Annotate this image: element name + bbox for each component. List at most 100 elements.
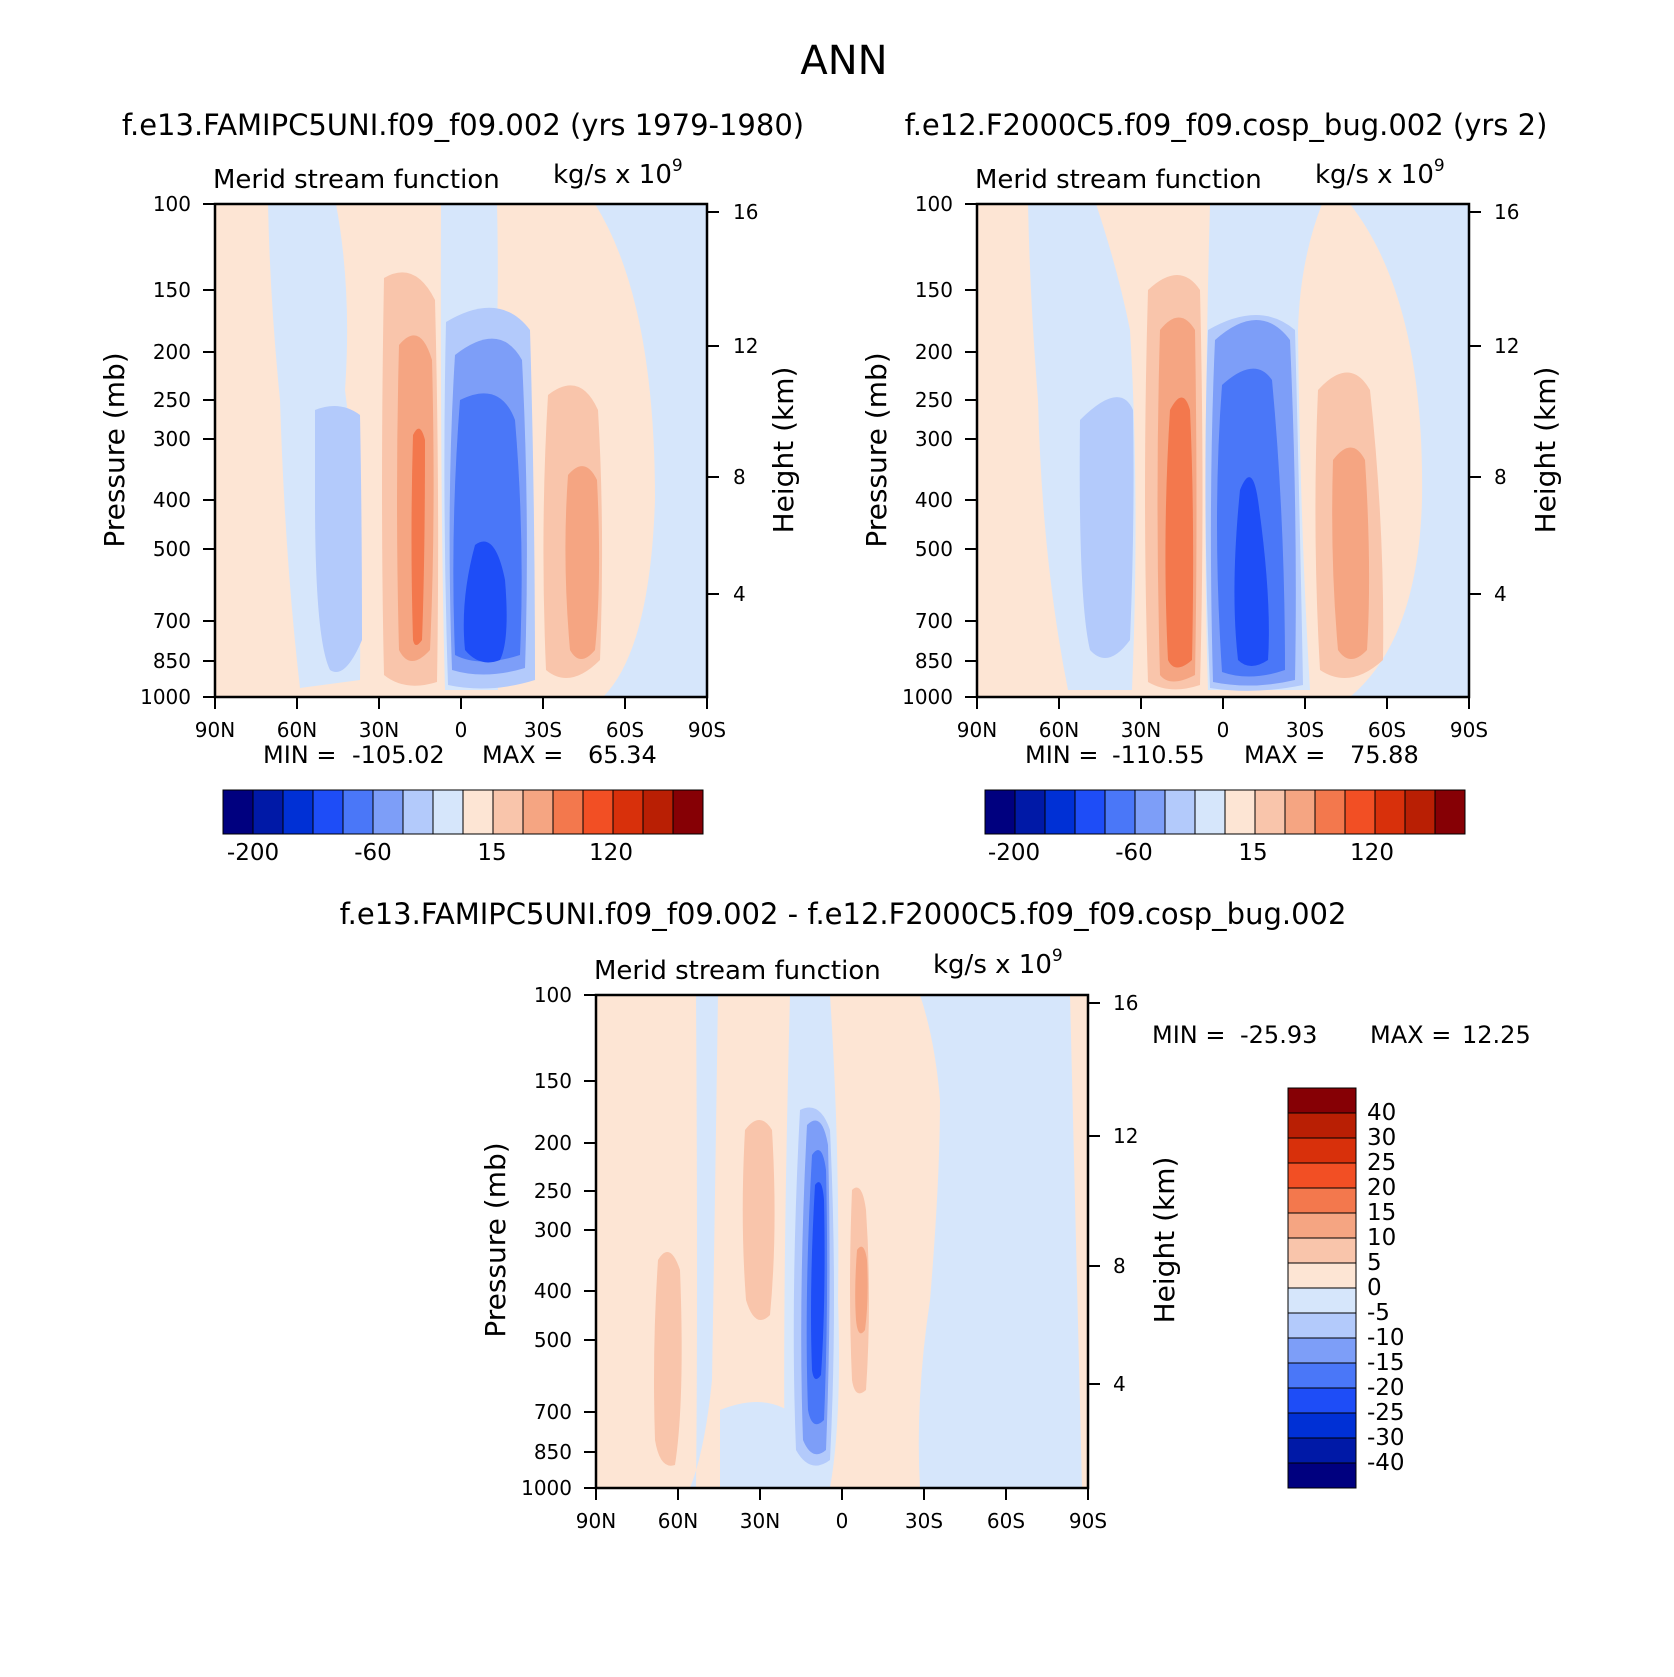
panel-a-plot-label: Merid stream function — [213, 165, 500, 195]
panel-b-cb-label: -200 — [988, 840, 1040, 866]
panel-b-colorbar-swatch — [1104, 789, 1136, 835]
panel-c-cb-label: 20 — [1367, 1175, 1396, 1201]
panel-c-band-neg-3 — [918, 995, 1082, 1488]
panel-a-y2tick: 16 — [733, 200, 758, 224]
panel-a-ytick: 100 — [153, 192, 191, 216]
panel-c-minmax: MIN = -25.93 MAX = 12.25 — [1152, 1021, 1531, 1049]
panel-b-colorbar: -200 -60 15 120 — [984, 789, 1466, 866]
panel-a-cell-neg-north — [315, 406, 362, 672]
panel-a-colorbar: -200 -60 15 120 — [222, 789, 704, 866]
panel-a-colorbar-swatch — [522, 789, 554, 835]
panel-c-colorbar-swatch — [1287, 1287, 1357, 1314]
panel-c-cb-label: -40 — [1367, 1450, 1405, 1476]
panel-a-ytick: 1000 — [140, 685, 191, 709]
panel-b-colorbar-swatch — [1074, 789, 1106, 835]
panel-b-xtick: 90S — [1450, 718, 1488, 742]
panel-b-colorbar-swatch — [1194, 789, 1226, 835]
panel-c-band-neg-1 — [690, 995, 718, 1488]
panel-a-xaxis: 90N 60N 30N 0 30S 60S 90S — [195, 697, 726, 742]
panel-c-xtick: 90S — [1069, 1509, 1107, 1533]
panel-c-cb-label: -20 — [1367, 1375, 1405, 1401]
panel-c-colorbar-swatch — [1287, 1212, 1357, 1239]
panel-b-band-neg-south — [1350, 204, 1469, 697]
panel-b-xtick: 30S — [1286, 718, 1324, 742]
panel-a-xtick: 0 — [455, 718, 468, 742]
panel-a-colorbar-swatch — [312, 789, 344, 835]
panel-b-colorbar-swatch — [1314, 789, 1346, 835]
panel-a-colorbar-swatches — [222, 789, 704, 835]
panel-b-minmax: MIN = -110.55 MAX = 75.88 — [1025, 741, 1419, 769]
panel-b-cb-label: -60 — [1115, 840, 1153, 866]
panel-c-ytick: 300 — [534, 1218, 572, 1242]
panel-a-xtick: 90N — [195, 718, 235, 742]
panel-b-colorbar-swatch — [1404, 789, 1436, 835]
panel-b-ytick: 400 — [915, 488, 953, 512]
panel-a-ytick: 400 — [153, 488, 191, 512]
panel-c-contours — [596, 995, 1088, 1488]
panel-c-cell-pos-4 — [855, 1246, 868, 1334]
panel-b-ytick: 150 — [915, 278, 953, 302]
panel-b-cell-neg-hadley-4 — [1234, 477, 1269, 666]
panel-c-ytick: 700 — [534, 1400, 572, 1424]
panel-c-colorbar-swatch — [1287, 1262, 1357, 1289]
panel-b-y2tick: 12 — [1494, 334, 1519, 358]
panel-b-ytick: 300 — [915, 427, 953, 451]
panel-c-ylabel-right: Height (km) — [1148, 1157, 1181, 1324]
panel-c-cb-label: 25 — [1367, 1150, 1396, 1176]
panel-c-y2tick: 12 — [1113, 1124, 1138, 1148]
panel-a-colorbar-swatch — [642, 789, 674, 835]
panel-b-ytick: 200 — [915, 340, 953, 364]
panel-c-yaxis-left: 100 150 200 250 300 400 500 700 850 1000… — [479, 983, 596, 1500]
panel-b-ylabel: Pressure (mb) — [860, 352, 893, 547]
panel-c-ytick: 1000 — [521, 1476, 572, 1500]
panel-a-ylabel-right: Height (km) — [767, 367, 800, 534]
panel-c-ytick: 150 — [534, 1069, 572, 1093]
panel-a-ytick: 250 — [153, 388, 191, 412]
panel-b-colorbar-swatch — [1164, 789, 1196, 835]
panel-b-cell-neg-north — [1079, 397, 1134, 658]
panel-c-colorbar-swatch — [1287, 1137, 1357, 1164]
panel-c-colorbar-swatch — [1287, 1312, 1357, 1339]
panel-a-min-value: -105.02 — [352, 741, 445, 769]
panel-c-cb-label: -5 — [1367, 1300, 1390, 1326]
panel-b-cell-pos-hadley-3 — [1165, 397, 1194, 668]
panel-b-y2tick: 4 — [1494, 582, 1507, 606]
panel-c-colorbar-swatch — [1287, 1087, 1357, 1114]
panel-c-cb-label: -10 — [1367, 1325, 1405, 1351]
panel-b-ytick: 850 — [915, 649, 953, 673]
panel-c-xaxis: 90N 60N 30N 0 30S 60S 90S — [576, 1488, 1107, 1533]
panel-c-band-neg-4 — [720, 1402, 800, 1488]
panel-a-y2tick: 12 — [733, 334, 758, 358]
panel-a-y2tick: 8 — [733, 465, 746, 489]
panel-c-max-value: 12.25 — [1462, 1021, 1531, 1049]
panel-c-case-title: f.e13.FAMIPC5UNI.f09_f09.002 - f.e12.F20… — [340, 897, 1347, 931]
panel-a-cb-label: -200 — [227, 840, 279, 866]
panel-a-colorbar-swatch — [672, 789, 704, 835]
panel-b-cell-pos-south-2 — [1332, 447, 1370, 659]
panel-c-ytick: 250 — [534, 1179, 572, 1203]
panel-c-y2tick: 8 — [1113, 1254, 1126, 1278]
panel-a-max-value: 65.34 — [588, 741, 657, 769]
panel-a-minmax: MIN = -105.02 MAX = 65.34 — [263, 741, 657, 769]
panel-a-units: kg/s x 109 — [553, 156, 683, 190]
panel-a-cb-label: -60 — [354, 840, 392, 866]
panel-b-case-title: f.e12.F2000C5.f09_f09.cosp_bug.002 (yrs … — [905, 108, 1548, 142]
panel-a-min-label: MIN = — [263, 741, 336, 769]
panel-a-colorbar-swatch — [432, 789, 464, 835]
panel-a-cb-label: 120 — [589, 840, 633, 866]
panel-a-case-title: f.e13.FAMIPC5UNI.f09_f09.002 (yrs 1979-1… — [122, 108, 804, 142]
panel-b-cb-label: 120 — [1350, 840, 1394, 866]
panel-a-y2tick: 4 — [733, 582, 746, 606]
panel-c-cb-label: 10 — [1367, 1225, 1396, 1251]
panel-a-yaxis-left: 100 150 200 250 300 400 500 700 850 1000… — [98, 192, 215, 709]
panel-b-cb-label: 15 — [1238, 840, 1267, 866]
panel-b-min-value: -110.55 — [1112, 741, 1205, 769]
panel-b-ytick: 250 — [915, 388, 953, 412]
panel-b: f.e12.F2000C5.f09_f09.cosp_bug.002 (yrs … — [860, 108, 1562, 866]
panel-c-colorbar-swatch — [1287, 1387, 1357, 1414]
panel-b-y2tick: 8 — [1494, 465, 1507, 489]
panel-a-cell-pos-south-2 — [565, 466, 600, 659]
panel-b-max-label: MAX = — [1244, 741, 1325, 769]
panel-c-colorbar-swatch — [1287, 1462, 1357, 1489]
